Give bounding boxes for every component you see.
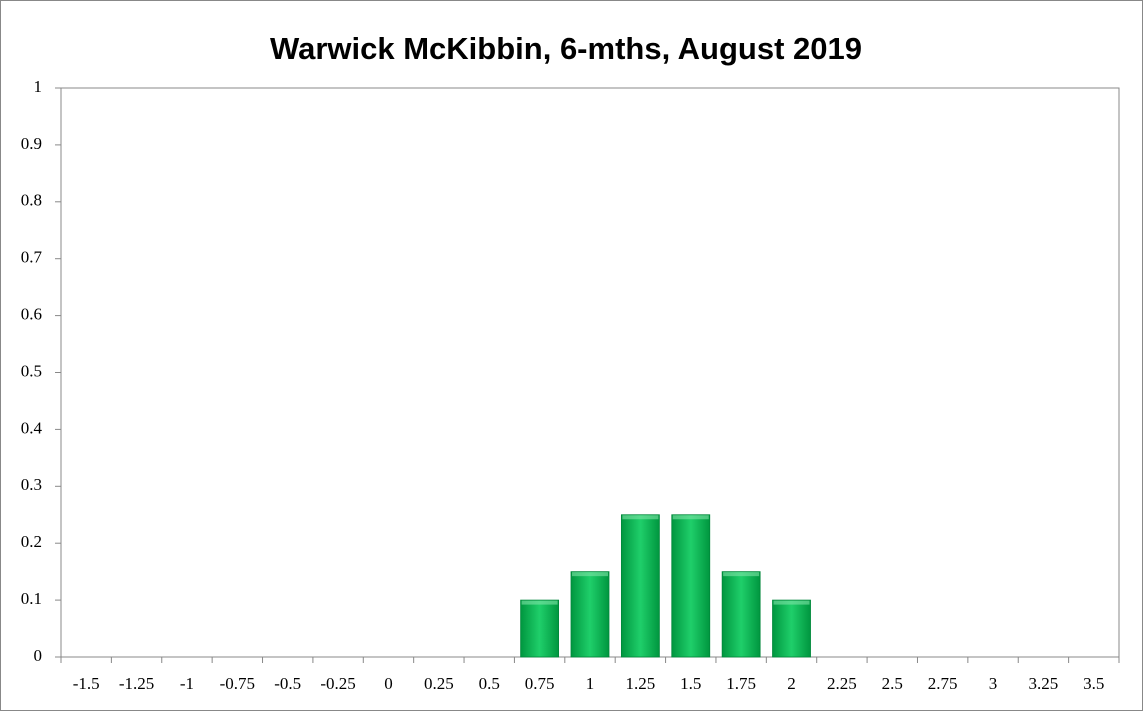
y-tick-label: 0.2 [21, 532, 42, 551]
y-tick-label: 0.6 [21, 305, 42, 324]
x-tick-label: 2 [787, 674, 796, 693]
x-tick-label: 2.5 [882, 674, 903, 693]
y-tick-label: 0.3 [21, 475, 42, 494]
x-tick-label: 1.5 [680, 674, 701, 693]
bar-bevel [773, 600, 810, 605]
bar-bevel [572, 572, 608, 577]
x-tick-label: 2.75 [928, 674, 958, 693]
x-tick-label: 1.25 [626, 674, 656, 693]
x-tick-label: -0.25 [320, 674, 355, 693]
bar-bevel [672, 515, 709, 520]
bar-bevel [622, 515, 659, 520]
bar-bevel [723, 572, 760, 577]
x-tick-label: -0.5 [274, 674, 301, 693]
x-tick-label: 3.5 [1083, 674, 1104, 693]
x-tick-label: 0.5 [479, 674, 500, 693]
bar [570, 571, 610, 658]
x-tick-label: 0.25 [424, 674, 454, 693]
x-tick-label: 1 [586, 674, 595, 693]
x-tick-label: -1 [180, 674, 194, 693]
x-tick-label: -0.75 [220, 674, 255, 693]
y-tick-label: 0.9 [21, 134, 42, 153]
bar [721, 571, 761, 658]
y-tick-label: 0 [34, 646, 43, 665]
y-tick-label: 1 [34, 77, 43, 96]
y-tick-label: 0.4 [21, 418, 43, 437]
x-tick-label: -1.25 [119, 674, 154, 693]
x-tick-label: 0.75 [525, 674, 555, 693]
x-tick-label: 0 [384, 674, 393, 693]
y-tick-label: 0.8 [21, 191, 42, 210]
y-tick-label: 0.7 [21, 248, 43, 267]
bar-bevel [521, 600, 558, 605]
bar [772, 599, 811, 658]
chart-title: Warwick McKibbin, 6-mths, August 2019 [270, 31, 862, 66]
x-tick-label: 3.25 [1029, 674, 1059, 693]
x-tick-label: 2.25 [827, 674, 857, 693]
x-tick-label: -1.5 [73, 674, 100, 693]
x-tick-label: 3 [989, 674, 998, 693]
bar [671, 514, 711, 658]
y-tick-label: 0.1 [21, 589, 42, 608]
y-tick-label: 0.5 [21, 361, 42, 380]
x-tick-label: 1.75 [726, 674, 756, 693]
bar [520, 599, 560, 658]
bar [620, 514, 660, 658]
